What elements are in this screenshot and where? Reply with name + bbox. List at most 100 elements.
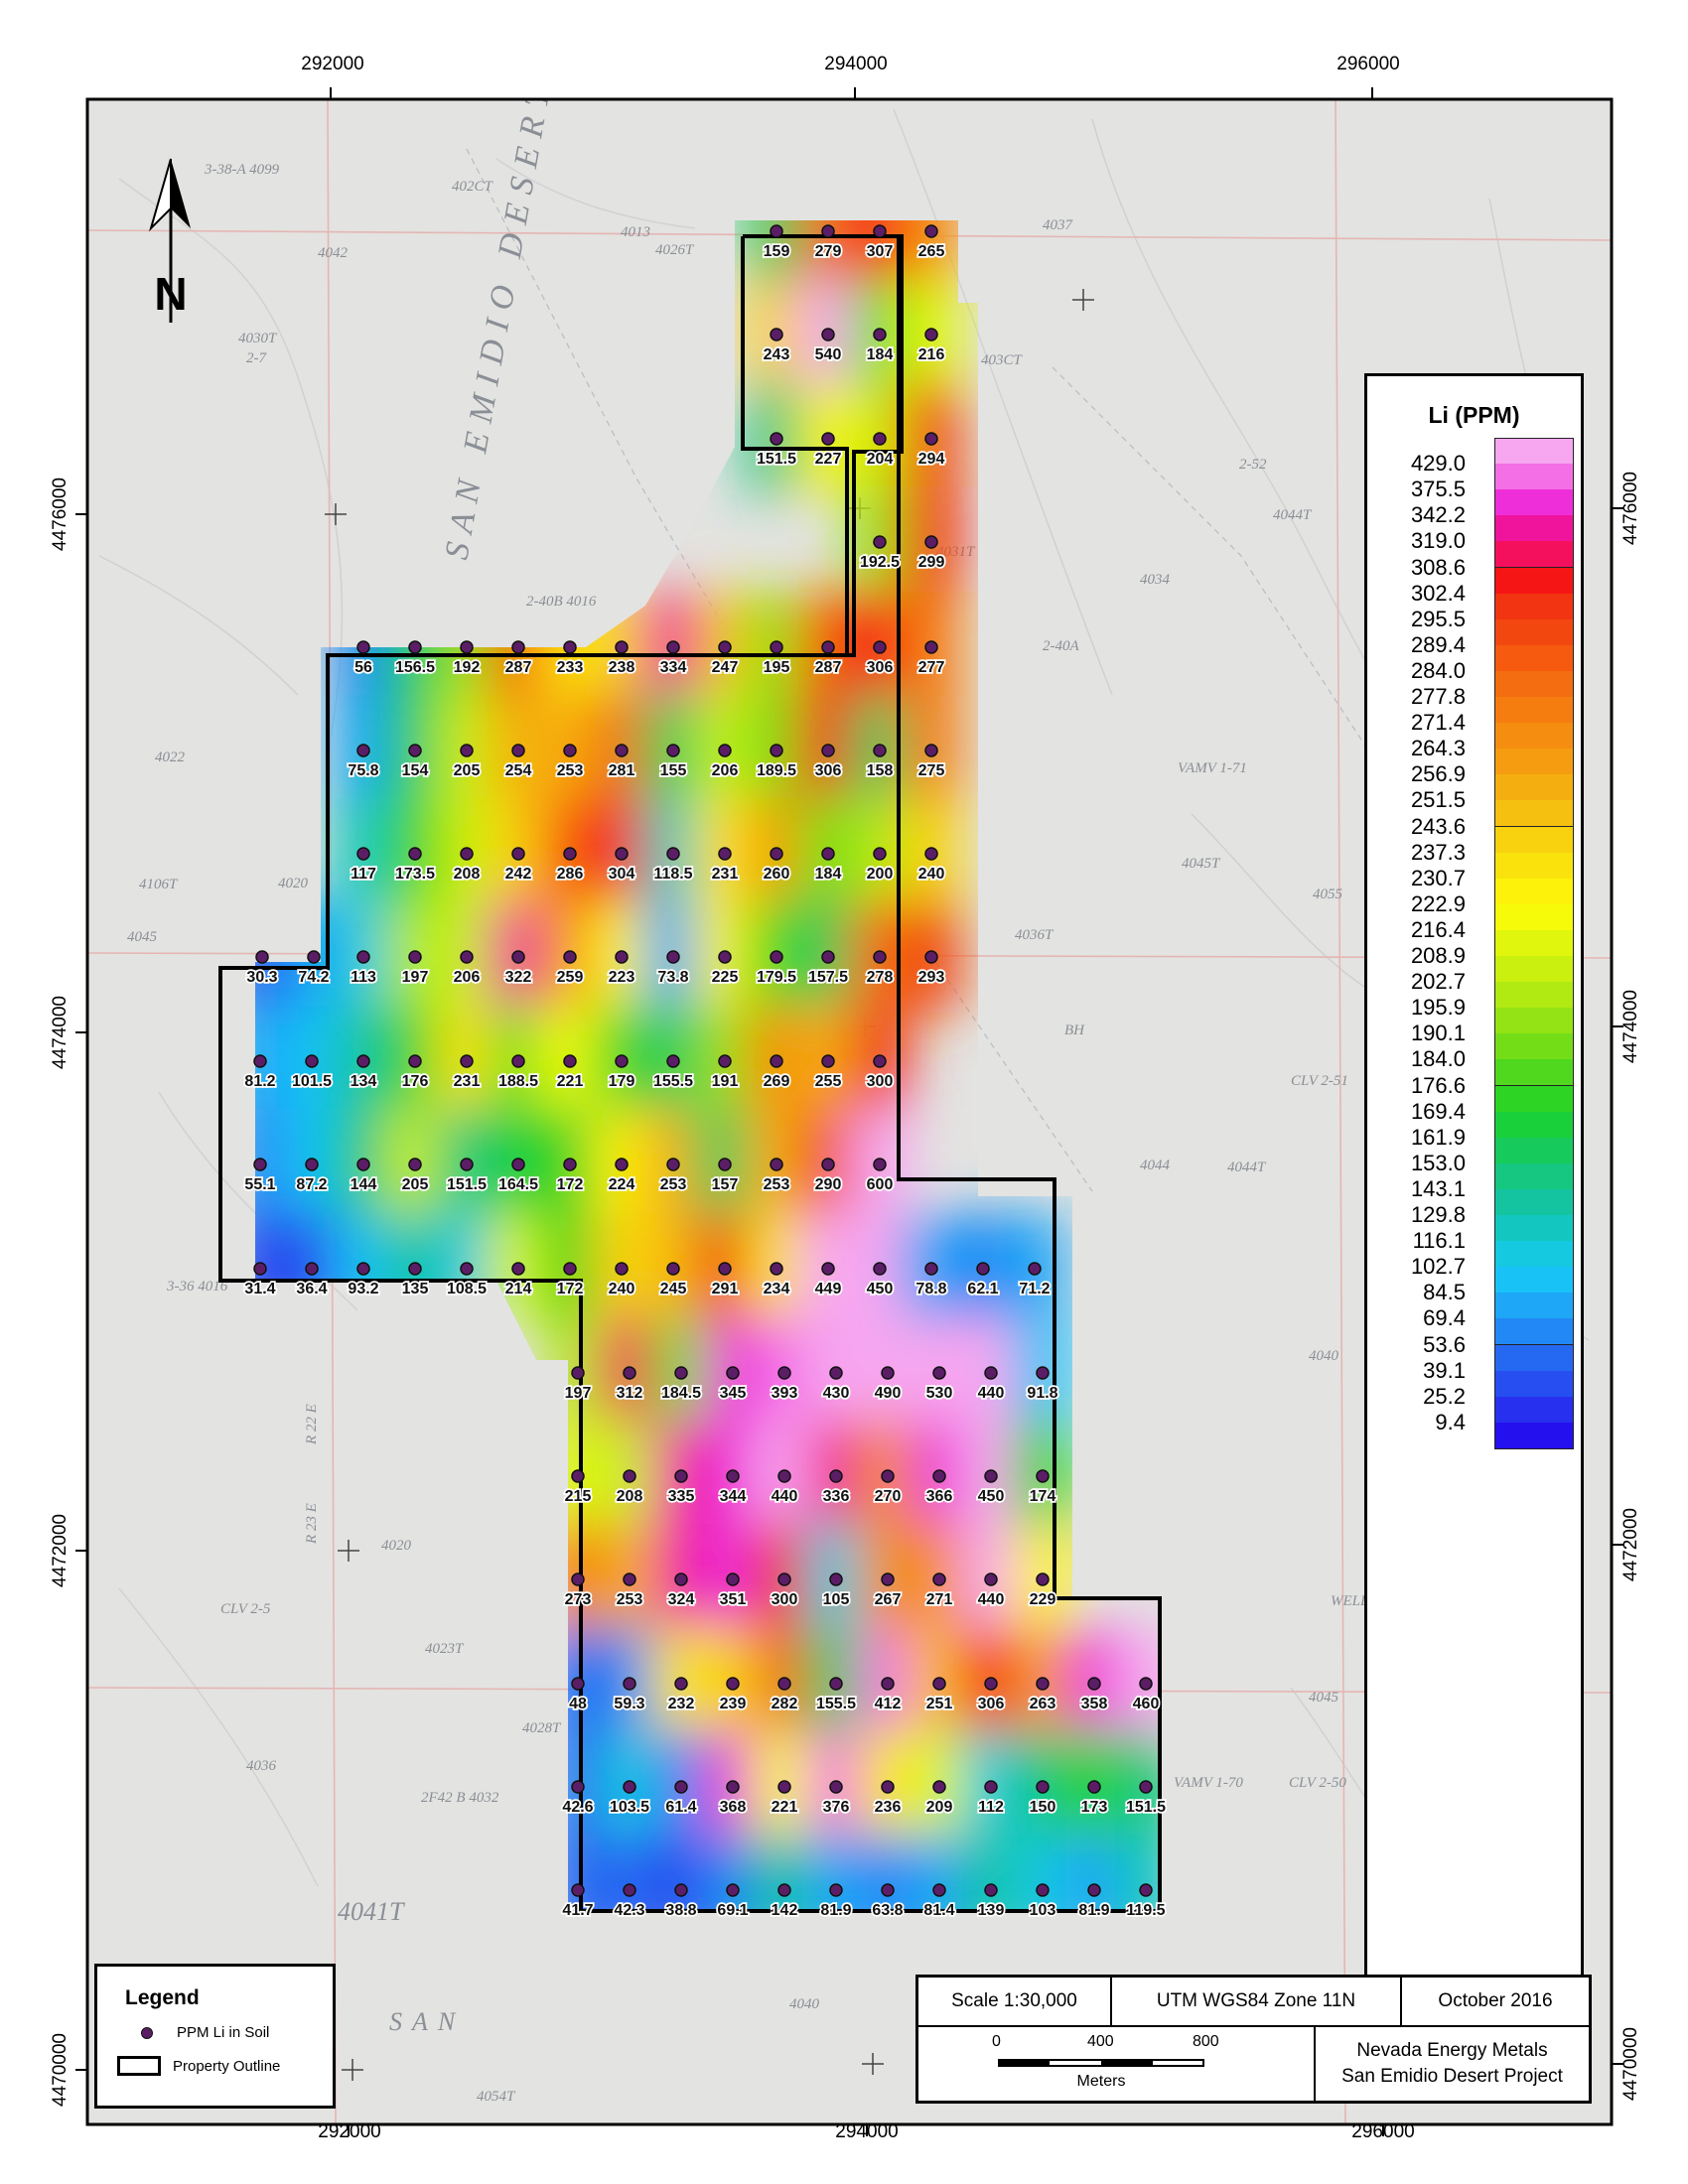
sample-point[interactable] (770, 847, 783, 861)
sample-point[interactable] (932, 1469, 946, 1483)
sample-point[interactable] (1087, 1677, 1101, 1691)
sample-point[interactable] (253, 1158, 267, 1171)
sample-point[interactable] (1087, 1780, 1101, 1794)
sample-point[interactable] (873, 535, 887, 549)
sample-point[interactable] (924, 1262, 938, 1276)
sample-point[interactable] (305, 1158, 319, 1171)
sample-point[interactable] (777, 1677, 791, 1691)
sample-point[interactable] (674, 1366, 688, 1380)
sample-point[interactable] (666, 1054, 680, 1068)
sample-point[interactable] (571, 1677, 585, 1691)
sample-point[interactable] (1036, 1883, 1050, 1897)
sample-point[interactable] (777, 1883, 791, 1897)
sample-point[interactable] (1139, 1677, 1153, 1691)
sample-point[interactable] (821, 1262, 835, 1276)
sample-point[interactable] (770, 744, 783, 757)
sample-point[interactable] (777, 1469, 791, 1483)
sample-point[interactable] (615, 1262, 629, 1276)
sample-point[interactable] (408, 1158, 422, 1171)
sample-point[interactable] (829, 1677, 843, 1691)
sample-point[interactable] (1036, 1366, 1050, 1380)
sample-point[interactable] (674, 1677, 688, 1691)
sample-point[interactable] (924, 640, 938, 654)
sample-point[interactable] (829, 1366, 843, 1380)
sample-point[interactable] (1036, 1780, 1050, 1794)
sample-point[interactable] (563, 950, 577, 964)
sample-point[interactable] (666, 640, 680, 654)
sample-point[interactable] (777, 1572, 791, 1586)
sample-point[interactable] (460, 1054, 474, 1068)
sample-point[interactable] (718, 744, 732, 757)
sample-point[interactable] (615, 1054, 629, 1068)
sample-point[interactable] (623, 1366, 636, 1380)
sample-point[interactable] (356, 744, 370, 757)
sample-point[interactable] (571, 1780, 585, 1794)
sample-point[interactable] (829, 1572, 843, 1586)
sample-point[interactable] (873, 847, 887, 861)
sample-point[interactable] (881, 1572, 895, 1586)
sample-point[interactable] (924, 744, 938, 757)
sample-point[interactable] (674, 1572, 688, 1586)
sample-point[interactable] (873, 432, 887, 446)
sample-point[interactable] (821, 1054, 835, 1068)
sample-point[interactable] (984, 1572, 998, 1586)
sample-point[interactable] (563, 1054, 577, 1068)
sample-point[interactable] (770, 1262, 783, 1276)
sample-point[interactable] (356, 1054, 370, 1068)
sample-point[interactable] (726, 1883, 740, 1897)
sample-point[interactable] (356, 950, 370, 964)
sample-point[interactable] (615, 744, 629, 757)
sample-point[interactable] (881, 1677, 895, 1691)
sample-point[interactable] (924, 950, 938, 964)
sample-point[interactable] (623, 1677, 636, 1691)
sample-point[interactable] (932, 1883, 946, 1897)
sample-point[interactable] (571, 1572, 585, 1586)
sample-point[interactable] (666, 1158, 680, 1171)
sample-point[interactable] (666, 847, 680, 861)
sample-point[interactable] (932, 1780, 946, 1794)
sample-point[interactable] (615, 847, 629, 861)
sample-point[interactable] (881, 1780, 895, 1794)
sample-point[interactable] (932, 1572, 946, 1586)
sample-point[interactable] (511, 744, 525, 757)
sample-point[interactable] (924, 328, 938, 341)
sample-point[interactable] (770, 950, 783, 964)
sample-point[interactable] (563, 847, 577, 861)
sample-point[interactable] (666, 950, 680, 964)
sample-point[interactable] (253, 1054, 267, 1068)
sample-point[interactable] (615, 1158, 629, 1171)
sample-point[interactable] (460, 744, 474, 757)
sample-point[interactable] (460, 950, 474, 964)
sample-point[interactable] (726, 1366, 740, 1380)
sample-point[interactable] (408, 950, 422, 964)
sample-point[interactable] (1036, 1469, 1050, 1483)
sample-point[interactable] (356, 1158, 370, 1171)
sample-point[interactable] (718, 1054, 732, 1068)
sample-point[interactable] (674, 1780, 688, 1794)
sample-point[interactable] (873, 224, 887, 238)
sample-point[interactable] (770, 640, 783, 654)
sample-point[interactable] (770, 224, 783, 238)
sample-point[interactable] (924, 535, 938, 549)
sample-point[interactable] (623, 1780, 636, 1794)
sample-point[interactable] (873, 950, 887, 964)
sample-point[interactable] (873, 744, 887, 757)
sample-point[interactable] (821, 744, 835, 757)
sample-point[interactable] (984, 1677, 998, 1691)
sample-point[interactable] (984, 1366, 998, 1380)
sample-point[interactable] (821, 224, 835, 238)
sample-point[interactable] (563, 640, 577, 654)
sample-point[interactable] (356, 1262, 370, 1276)
sample-point[interactable] (829, 1780, 843, 1794)
sample-point[interactable] (821, 1158, 835, 1171)
sample-point[interactable] (623, 1572, 636, 1586)
sample-point[interactable] (623, 1883, 636, 1897)
sample-point[interactable] (726, 1780, 740, 1794)
sample-point[interactable] (829, 1469, 843, 1483)
sample-point[interactable] (511, 950, 525, 964)
sample-point[interactable] (563, 744, 577, 757)
sample-point[interactable] (305, 1262, 319, 1276)
sample-point[interactable] (873, 640, 887, 654)
sample-point[interactable] (666, 1262, 680, 1276)
sample-point[interactable] (563, 1262, 577, 1276)
